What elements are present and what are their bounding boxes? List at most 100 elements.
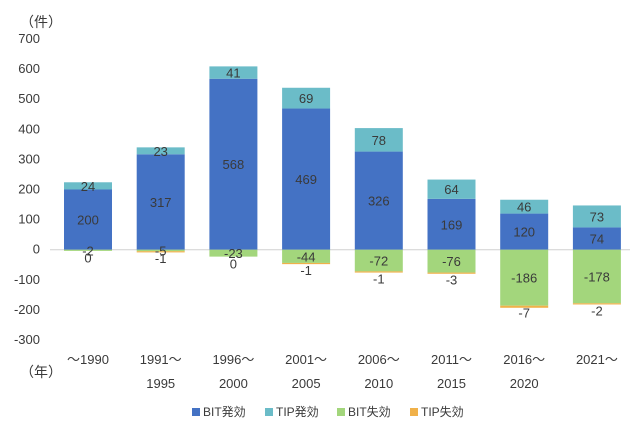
x-category-label: 2001～ xyxy=(285,352,327,367)
bar-segment xyxy=(500,199,549,214)
data-label: -186 xyxy=(511,271,537,286)
bar-segment xyxy=(500,305,549,308)
data-label: -7 xyxy=(518,306,530,321)
data-label: 46 xyxy=(517,200,531,215)
x-category-label-line2: 2010 xyxy=(364,376,393,391)
legend-label: TIP発効 xyxy=(276,404,319,419)
x-category-label-line2: 2005 xyxy=(292,376,321,391)
y-tick-label: -300 xyxy=(14,332,40,347)
data-label: -44 xyxy=(297,249,316,264)
y-tick-label: -200 xyxy=(14,302,40,317)
bar-segment xyxy=(136,147,185,155)
data-label: -1 xyxy=(155,251,167,266)
data-label: -2 xyxy=(591,303,603,318)
bar-segment xyxy=(136,251,185,253)
bar-segment xyxy=(500,249,549,306)
bar-segment xyxy=(282,108,331,250)
data-label: 64 xyxy=(444,182,458,197)
y-axis-unit-label: （件） xyxy=(20,14,62,30)
data-label: 200 xyxy=(77,213,99,228)
x-category-label-line2: 2000 xyxy=(219,376,248,391)
y-tick-label: 600 xyxy=(18,61,40,76)
bar-segment xyxy=(136,249,185,252)
bar-segment xyxy=(209,249,258,257)
data-label: -72 xyxy=(369,254,388,269)
bar-segment xyxy=(209,78,258,250)
x-category-label: 2016～ xyxy=(503,352,545,367)
legend-swatch xyxy=(192,408,200,416)
data-label: 0 xyxy=(84,250,91,265)
x-category-label-line2: 2020 xyxy=(510,376,539,391)
bar-segment xyxy=(354,271,403,273)
bar-segment xyxy=(354,128,403,152)
bar-segment xyxy=(572,303,621,305)
data-label: 69 xyxy=(299,91,313,106)
bar-segment xyxy=(500,213,549,250)
bar-segment xyxy=(354,151,403,250)
legend-label: TIP失効 xyxy=(421,404,464,419)
data-label: 23 xyxy=(153,144,167,159)
data-label: 73 xyxy=(590,209,604,224)
x-category-label: ～1990 xyxy=(67,352,109,367)
y-tick-label: 100 xyxy=(18,212,40,227)
bar-segment xyxy=(427,179,476,199)
legend-label: BIT発効 xyxy=(203,404,246,419)
bar-segment xyxy=(282,87,331,109)
y-tick-label: 300 xyxy=(18,151,40,166)
legend-item: BIT失効 xyxy=(337,404,391,419)
y-tick-label: 0 xyxy=(33,242,40,257)
bar-segment xyxy=(209,66,258,79)
y-tick-label: -100 xyxy=(14,272,40,287)
data-label: 0 xyxy=(230,257,237,272)
data-label: 169 xyxy=(441,217,463,232)
legend-item: BIT発効 xyxy=(192,404,246,419)
data-label: -3 xyxy=(446,273,458,288)
data-label: 568 xyxy=(223,157,245,172)
y-tick-label: 200 xyxy=(18,182,40,197)
bar-segment xyxy=(427,272,476,274)
data-label: 78 xyxy=(372,133,386,148)
x-category-label: 1991～ xyxy=(140,352,182,367)
x-category-label-line2: 2015 xyxy=(437,376,466,391)
legend-label: BIT失効 xyxy=(348,404,391,419)
bar-segment xyxy=(64,182,112,190)
y-tick-label: 500 xyxy=(18,91,40,106)
data-label: -1 xyxy=(300,263,312,278)
legend-item: TIP発効 xyxy=(265,404,319,419)
x-category-label: 2021～ xyxy=(576,352,618,367)
data-label: 326 xyxy=(368,194,390,209)
bar-segment xyxy=(64,189,112,250)
x-category-label-line2: 1995 xyxy=(146,376,175,391)
x-axis-unit-label: （年） xyxy=(20,364,62,380)
data-label: 317 xyxy=(150,195,172,210)
bar-segment xyxy=(572,249,621,304)
data-label: -23 xyxy=(224,246,243,261)
data-label: 469 xyxy=(295,172,317,187)
bar-segment xyxy=(354,249,403,272)
bar-segment xyxy=(64,249,112,251)
x-category-label: 2006～ xyxy=(358,352,400,367)
data-label: 41 xyxy=(226,66,240,81)
data-label: -178 xyxy=(584,269,610,284)
data-label: -76 xyxy=(442,254,461,269)
bar-segment xyxy=(136,154,185,250)
y-tick-label: 400 xyxy=(18,121,40,136)
bar-segment xyxy=(427,198,476,250)
bar-segment xyxy=(572,227,621,250)
legend-swatch xyxy=(265,408,273,416)
y-tick-label: 700 xyxy=(18,31,40,46)
data-label: 120 xyxy=(513,225,535,240)
data-label: -5 xyxy=(155,244,167,259)
data-label: -1 xyxy=(373,271,385,286)
bar-segment xyxy=(282,262,331,265)
x-category-label: 1996～ xyxy=(212,352,254,367)
bar-segment xyxy=(427,249,476,273)
legend-item: TIP失効 xyxy=(410,404,464,419)
x-category-label: 2011～ xyxy=(431,352,472,367)
data-label: 24 xyxy=(81,179,95,194)
legend-swatch xyxy=(337,408,345,416)
bar-segment xyxy=(282,249,331,263)
legend-swatch xyxy=(410,408,418,416)
data-label: -2 xyxy=(82,244,94,259)
